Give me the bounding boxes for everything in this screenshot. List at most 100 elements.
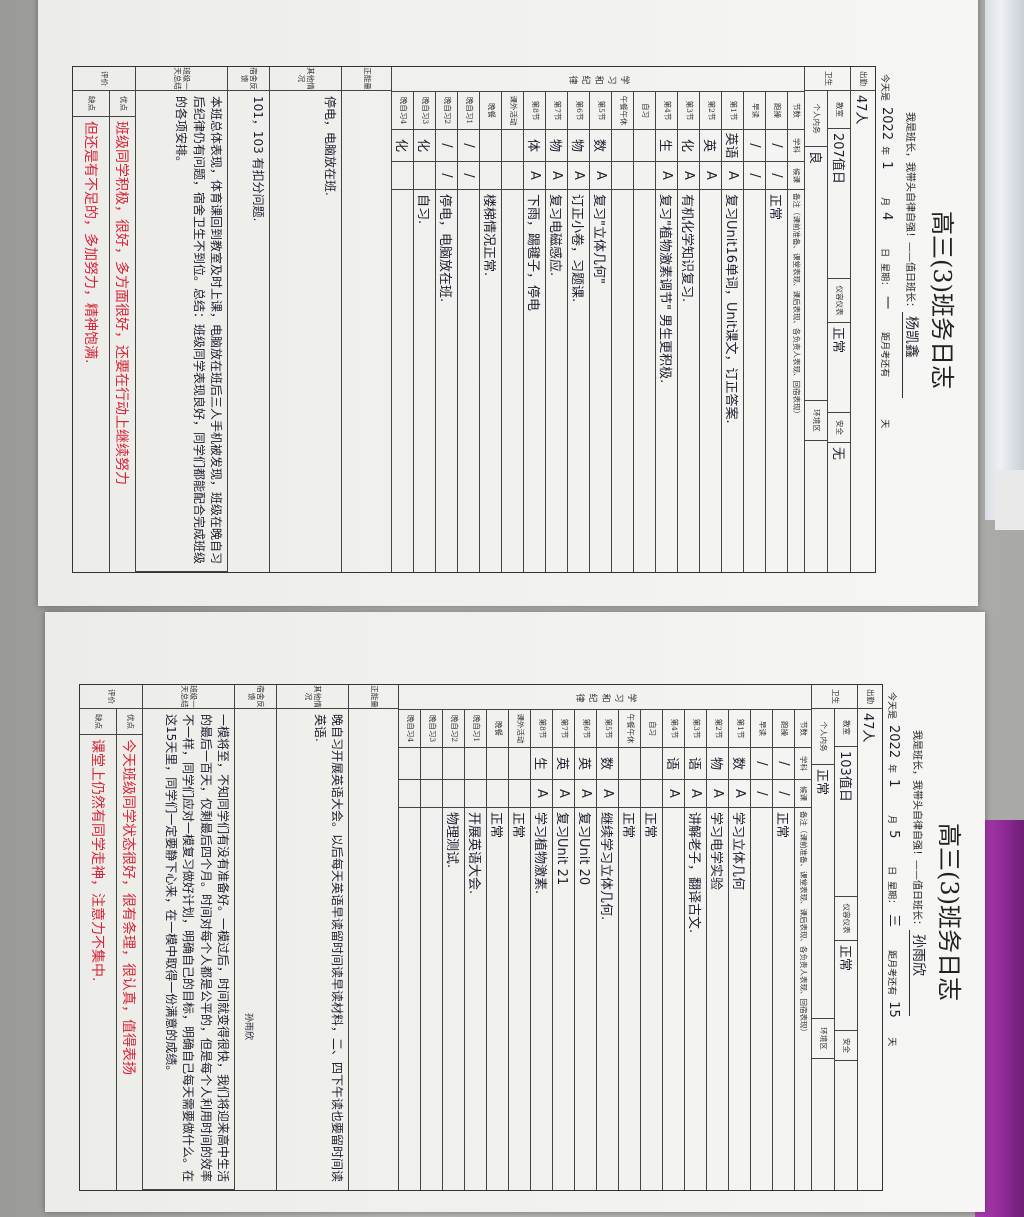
status-value: A (707, 780, 728, 808)
period-label: 第6节 (575, 710, 596, 748)
status-value (392, 162, 413, 190)
schedule-block: 学习和纪律 节数 学科 候课 备注（课前准备、课堂表现、课后表现、各负责人表现、回宿表现… (398, 685, 811, 1190)
status-value (465, 780, 486, 808)
motto-text: 我是班长，我带头自律自强！——值日班长： (904, 112, 915, 312)
subject-value: / (773, 748, 794, 780)
positive-energy-value (349, 709, 398, 1190)
status-value: A (729, 780, 750, 808)
date-field-month[interactable]: 1 (886, 779, 901, 788)
note-value: 正常 (620, 812, 635, 839)
env-value (805, 441, 827, 572)
attendance-value: 47人 (860, 713, 876, 743)
subject-value (502, 130, 523, 162)
attendance-row: 出勤 47人 (857, 685, 882, 1190)
env-label: 环境区 (812, 1019, 835, 1059)
schedule-header-row: 节数 学科 候课 备注（课前准备、课堂表现、课后表现、各负责人表现、回宿表现） (794, 710, 811, 1190)
date-field-day[interactable]: 5 (886, 830, 901, 839)
period-label: 午餐午休 (619, 710, 640, 748)
other-notes-label: 其他情况 (270, 67, 341, 91)
date-field-weekday[interactable]: 三 (886, 914, 901, 928)
period-label: 晚餐 (487, 710, 508, 748)
note-value (399, 808, 420, 1190)
date-label: 年 (879, 146, 889, 156)
status-value: / (751, 780, 772, 808)
evaluation-cons-row: 缺点 但还是有不足的，多加努力，精神饱满. (73, 91, 109, 572)
evaluation-pros-value: 今天班级同学状态很好，很有条理，很认真，值得表扬 (120, 739, 137, 1075)
hygiene-dorm-row: 个人内务 正常 环境区 (812, 709, 835, 1190)
period-label: 第2节 (707, 710, 728, 748)
period-label: 第3节 (685, 710, 706, 748)
subject-value (487, 748, 508, 780)
schedule-row: 第4节语 A (662, 710, 684, 1190)
class-summary-value: 本班总体表现，体育课回到教室及时上课，电脑放在班后三人手机被发现，班级在晚自习后… (136, 91, 227, 572)
status-value (487, 780, 508, 808)
period-label: 第3节 (678, 92, 699, 130)
status-value (509, 780, 530, 808)
section-label: 学习和纪律 (399, 685, 811, 710)
dorm-feedback-label: 宿舍反馈 (235, 685, 276, 709)
evaluation-grid: 优点 今天班级同学状态很好，很有条理，很认真，值得表扬 缺点 课堂上仍然有同学走神，注… (80, 709, 142, 1190)
note-value (421, 808, 442, 1190)
subject-value: 化 (414, 130, 435, 162)
attendance-row: 出勤 47人 (850, 67, 875, 572)
subject-value: 语 (685, 748, 706, 780)
hygiene-row: 卫生 教室 103值日 仪容仪表 正常 安全 个人内务 正常 环境区 (811, 685, 857, 1190)
status-value: A (531, 780, 552, 808)
dorm-value: 正常 (812, 765, 835, 1019)
schedule-row: 第2节英 A (699, 92, 721, 572)
date-field-year[interactable]: 2022 (879, 107, 894, 141)
note-header: 备注（课前准备、课堂表现、课后表现、各负责人表现、回宿表现） (799, 811, 809, 1036)
period-label: 午餐午休 (612, 92, 633, 130)
subject-value: 英 (575, 748, 596, 780)
evaluation-cons-value: 但还是有不足的，多加努力，精神饱满. (82, 121, 98, 364)
period-label: 第1节 (729, 710, 750, 748)
status-value: A (700, 162, 721, 190)
note-value (751, 808, 772, 1190)
date-label: 星期： (879, 263, 889, 291)
duty-monitor-name[interactable]: 孙雨欣 (909, 930, 926, 1016)
duty-monitor-name[interactable]: 杨凯鑫 (902, 312, 919, 398)
page-header: 高三(3)班务日志 我是班长，我带头自律自强！——值日班长：杨凯鑫 今天是 2022 年… (878, 0, 978, 606)
schedule-row: 课外活动 正常 (508, 710, 530, 1190)
status-value (399, 780, 420, 808)
date-field-year[interactable]: 2022 (886, 725, 901, 759)
class-summary-row: 班级一天总结 一模将至，不知同学们有没有准备好。一模过后，时间就变得很快，我们将迎… (142, 685, 253, 1190)
date-field-month[interactable]: 1 (879, 161, 894, 170)
date-field-weekday[interactable]: 一 (879, 296, 894, 310)
period-label: 晚自习3 (414, 92, 435, 130)
period-label: 晚自习1 (458, 92, 479, 130)
hygiene-label: 卫生 (805, 67, 850, 91)
evaluation-row: 评价 优点 班级同学积极，很好，多方面很好，还要在行动上继续努力 缺点 但还是有不足的，… (73, 67, 135, 572)
safety-label: 安全 (828, 413, 850, 443)
subject-value: 语 (663, 748, 684, 780)
section-label: 学习和纪律 (392, 67, 804, 92)
period-header: 节数 (788, 92, 804, 130)
period-label: 早读 (744, 92, 765, 130)
schedule-row: 晚餐 正常 (486, 710, 508, 1190)
status-value (480, 162, 501, 190)
schedule-row: 晚自习1 开展英语大会. (464, 710, 486, 1190)
note-value: 订正小卷，习题课. (569, 194, 584, 303)
period-label: 晚自习4 (399, 710, 420, 748)
subject-value: 数 (597, 748, 618, 780)
status-value: A (722, 162, 743, 190)
note-value: 正常 (642, 812, 657, 839)
schedule-row: 跑操 / / 正常 (772, 710, 794, 1190)
date-line: 今天是 2022 年 1 月 5 日星期： 三距月考还有 15 天 (886, 692, 905, 1192)
hygiene-grid: 教室 103值日 仪容仪表 正常 安全 个人内务 正常 环境区 (812, 709, 857, 1190)
period-label: 第4节 (663, 710, 684, 748)
env-label: 环境区 (805, 401, 828, 441)
date-label: 今天是 (879, 74, 889, 102)
schedule-row: 第1节 英语 A 复习Unit16单词，Unit课文，订正答案. (721, 92, 743, 572)
log-table: 出勤 47人 卫生 教室 103值日 仪容仪表 正常 安全 个人内务 正常 环境区 学习和纪律 节数 学科… (79, 684, 883, 1191)
motto-line: 我是班长，我带头自律自强！——值日班长：孙雨欣 (909, 730, 929, 1016)
evaluation-cons-label: 缺点 (80, 709, 116, 735)
other-notes-value: 晚自习开展英语大会。以后每天英语早读留时间读早读材料，二、四下午读也要留时间读英… (312, 714, 344, 1183)
class-summary-label: 班级一天总结 (143, 685, 234, 709)
date-label: 星期： (886, 881, 896, 909)
period-label: 第5节 (590, 92, 611, 130)
date-field-countdown[interactable]: 15 (886, 1001, 901, 1018)
schedule-row: 自习 正常 (640, 710, 662, 1190)
note-value: 正常 (510, 812, 525, 839)
date-field-day[interactable]: 4 (879, 212, 894, 221)
